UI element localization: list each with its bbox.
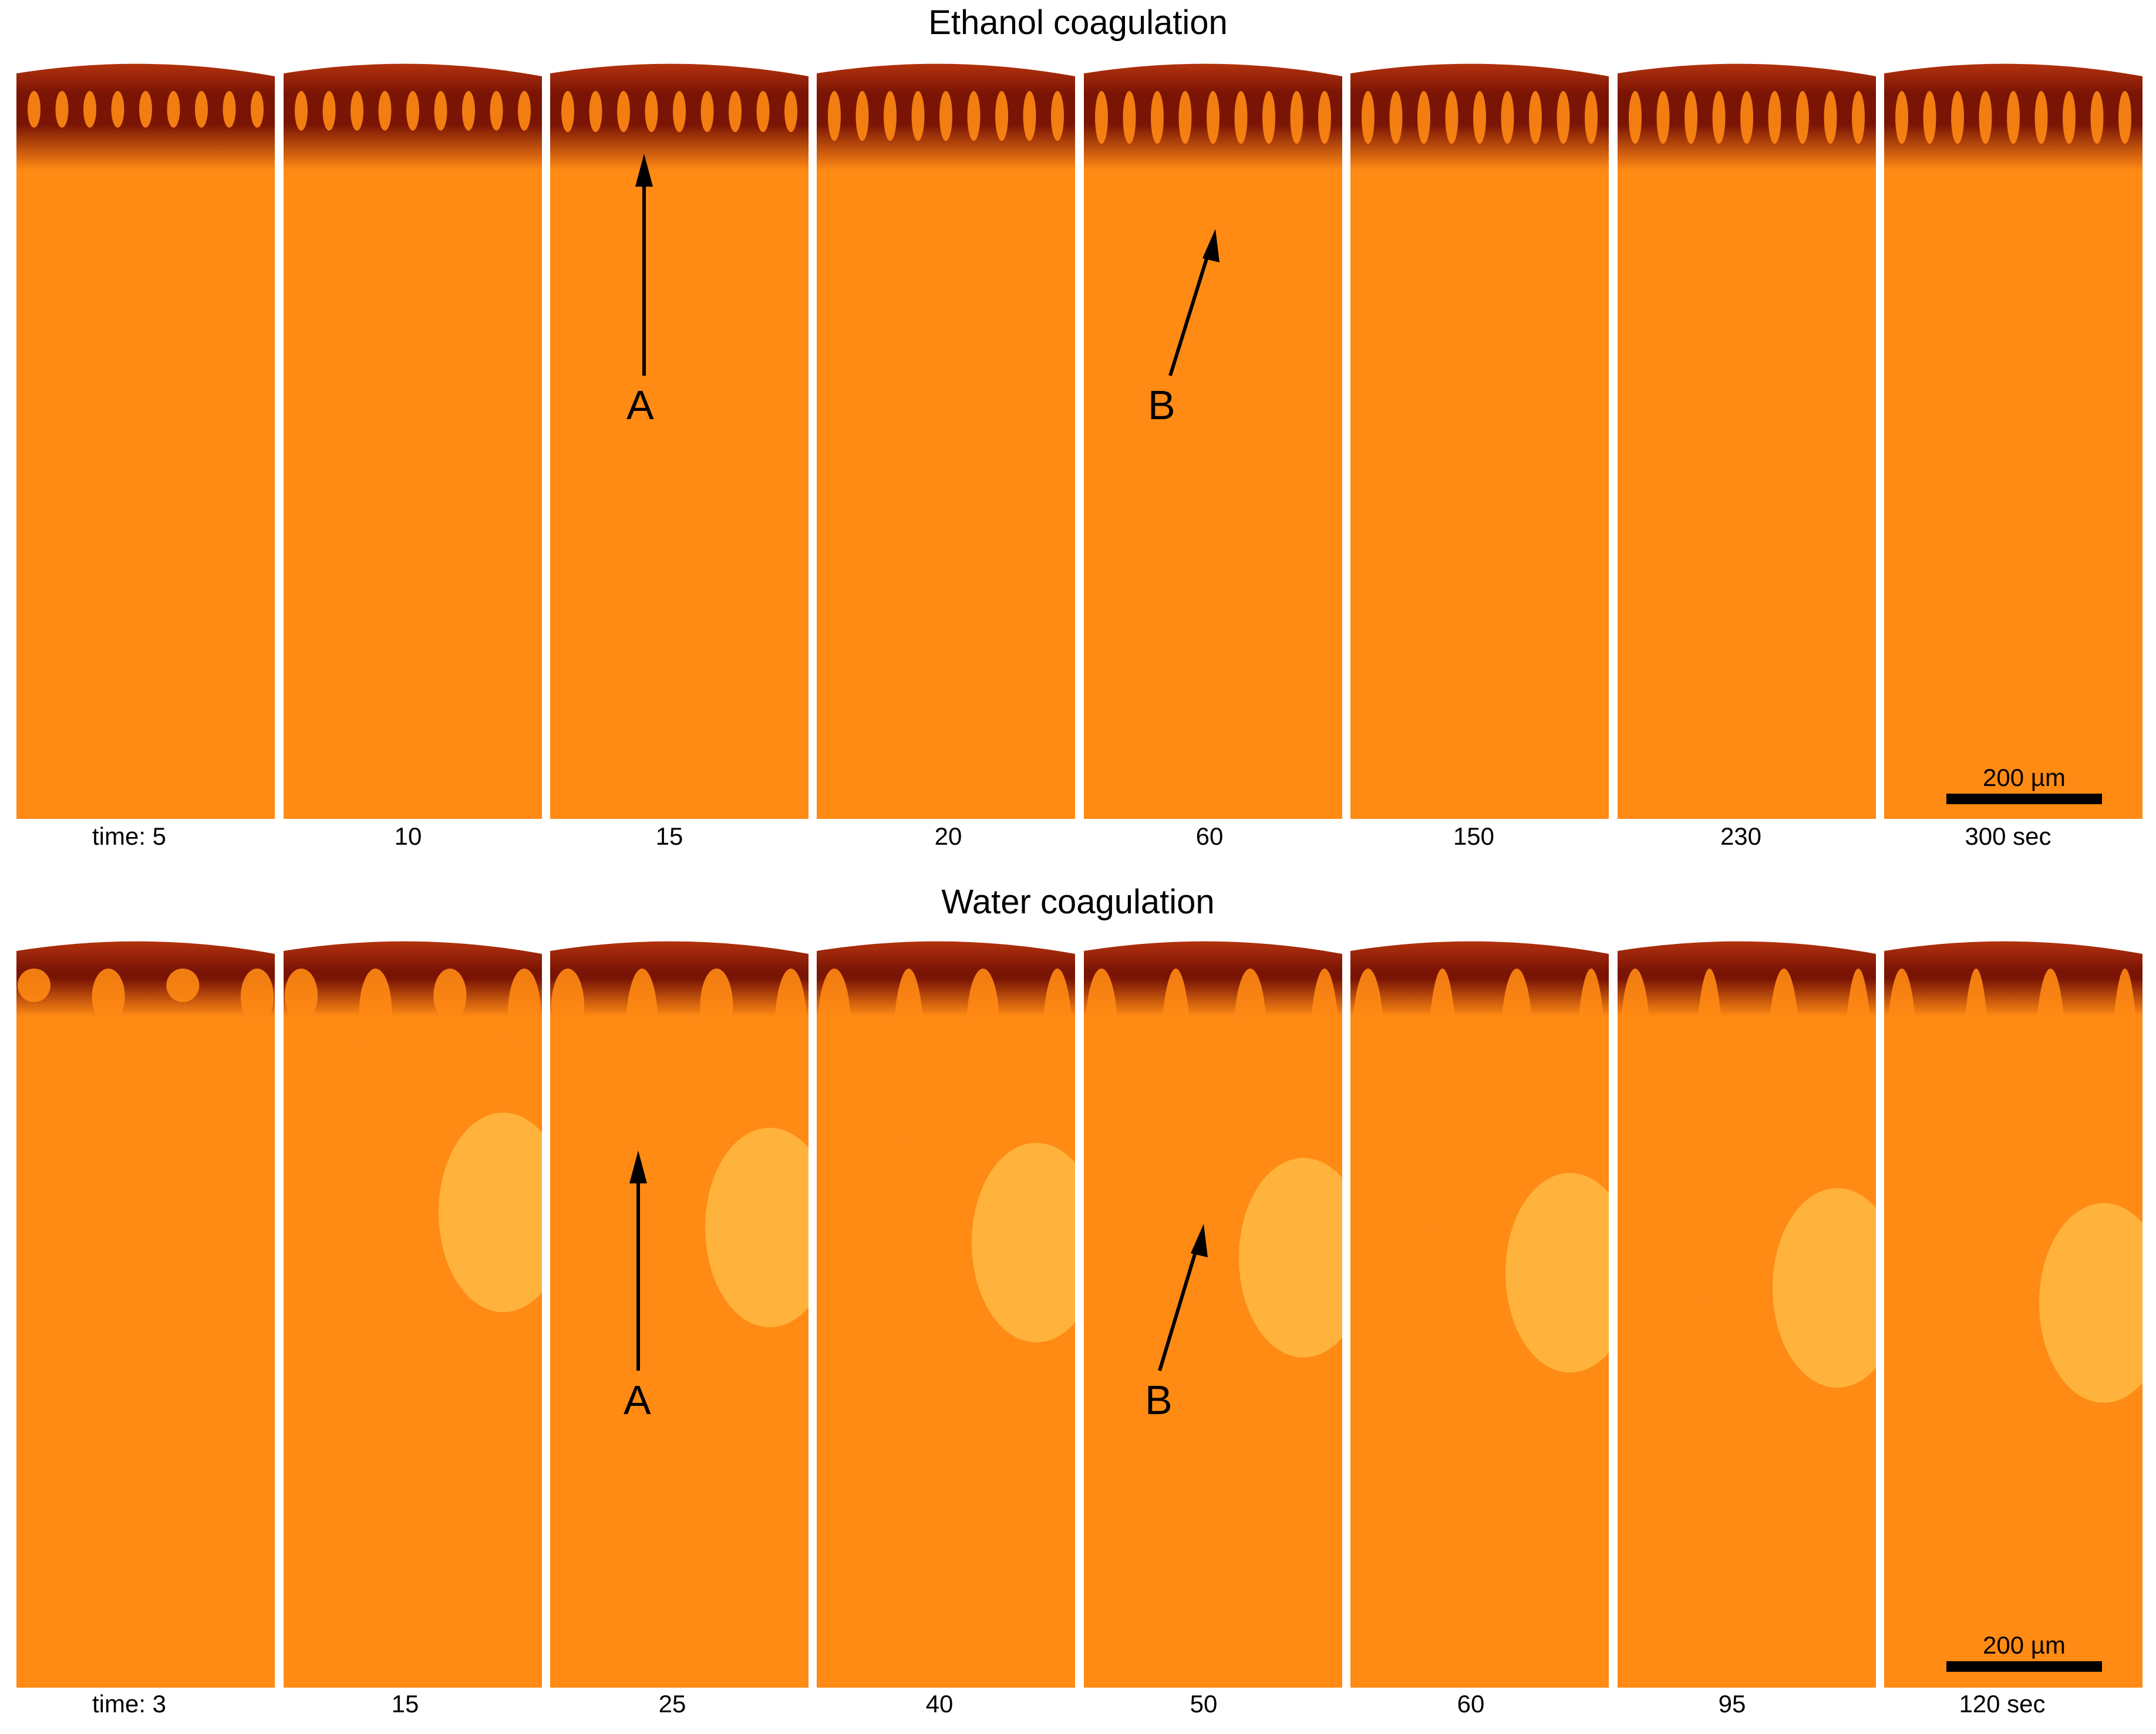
water-time-label: 15 [391,1690,419,1718]
water-time-label: time: 3 [92,1690,167,1718]
ethanol-scale-bar [1946,794,2102,804]
water-frame [1618,933,1876,1688]
ethanol-time-label: 230 [1720,822,1762,850]
ethanol-frame [1084,56,1342,819]
ethanol-time-label: 15 [655,822,683,850]
ethanol-marker-a: A [626,382,654,428]
water-frame [16,933,275,1688]
water-frame [817,933,1075,1688]
ethanol-frame [550,56,808,819]
ethanol-image-strip [0,56,2156,819]
water-time-label: 50 [1190,1690,1218,1718]
water-frame [550,933,808,1688]
ethanol-scale-label: 200 µm [1983,764,2066,791]
water-time-label: 120 sec [1959,1690,2046,1718]
water-frame [1350,933,1609,1688]
ethanol-time-label: 20 [934,822,962,850]
ethanol-time-label: 10 [394,822,422,850]
ethanol-frame [16,56,275,819]
water-marker-b: B [1145,1377,1173,1423]
ethanol-frame [817,56,1075,819]
water-time-label: 40 [925,1690,954,1718]
ethanol-frame [1350,56,1609,819]
ethanol-arrow-a [635,154,653,376]
water-arrow-b [1158,1224,1208,1371]
ethanol-time-label: 300 sec [1965,822,2051,850]
ethanol-frame [284,56,542,819]
ethanol-time-label: 60 [1195,822,1224,850]
ethanol-time-label: time: 5 [92,822,167,850]
water-scale-bar [1946,1661,2102,1672]
water-time-label: 95 [1718,1690,1746,1718]
water-scale-label: 200 µm [1983,1631,2066,1659]
ethanol-arrow-b [1168,229,1220,376]
ethanol-frame [1618,56,1876,819]
water-arrow-a [629,1151,647,1371]
ethanol-marker-b: B [1148,382,1175,428]
water-marker-a: A [624,1377,651,1423]
water-frame [1084,933,1342,1688]
water-frame [284,933,542,1688]
ethanol-frame [1884,56,2142,819]
water-time-label: 60 [1457,1690,1485,1718]
ethanol-title: Ethanol coagulation [928,4,1228,42]
water-image-strip [0,933,2156,1688]
ethanol-time-label: 150 [1453,822,1495,850]
water-title: Water coagulation [941,883,1215,921]
water-time-label: 25 [658,1690,686,1718]
water-frame [1884,933,2142,1688]
